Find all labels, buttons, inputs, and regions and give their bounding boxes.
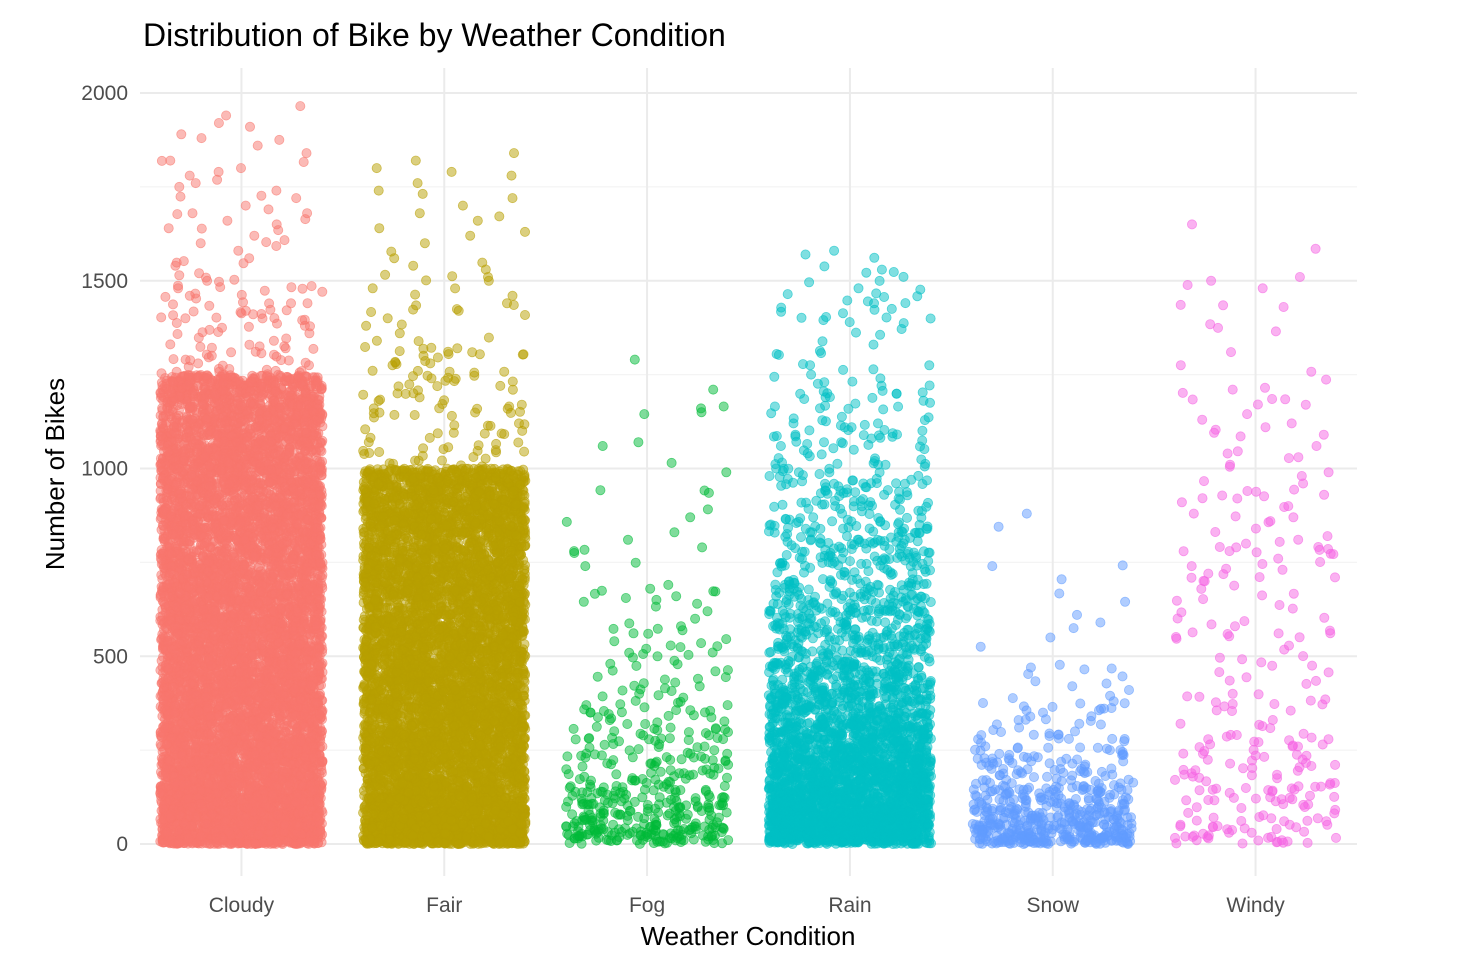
data-point <box>188 306 199 317</box>
data-point <box>256 348 267 359</box>
data-point <box>259 285 270 296</box>
data-point <box>167 299 178 310</box>
data-point <box>281 333 292 344</box>
data-point <box>160 291 171 302</box>
data-point <box>196 223 207 234</box>
data-point <box>286 282 297 293</box>
data-point <box>204 300 215 311</box>
data-point <box>297 283 308 294</box>
data-point <box>306 281 317 292</box>
data-point <box>256 190 267 201</box>
data-point <box>302 298 313 309</box>
data-point <box>279 235 290 246</box>
data-point <box>174 270 185 281</box>
data-point <box>226 347 237 358</box>
data-point <box>156 312 167 323</box>
data-points <box>155 101 1342 850</box>
data-point <box>156 155 167 166</box>
data-point <box>237 297 248 308</box>
data-point <box>317 286 328 297</box>
data-point <box>256 308 267 319</box>
data-point <box>168 354 179 365</box>
data-point <box>308 343 319 354</box>
data-point <box>271 318 282 329</box>
data-point <box>215 282 226 293</box>
data-point <box>172 328 183 339</box>
data-point <box>244 339 255 350</box>
data-point <box>229 274 240 285</box>
